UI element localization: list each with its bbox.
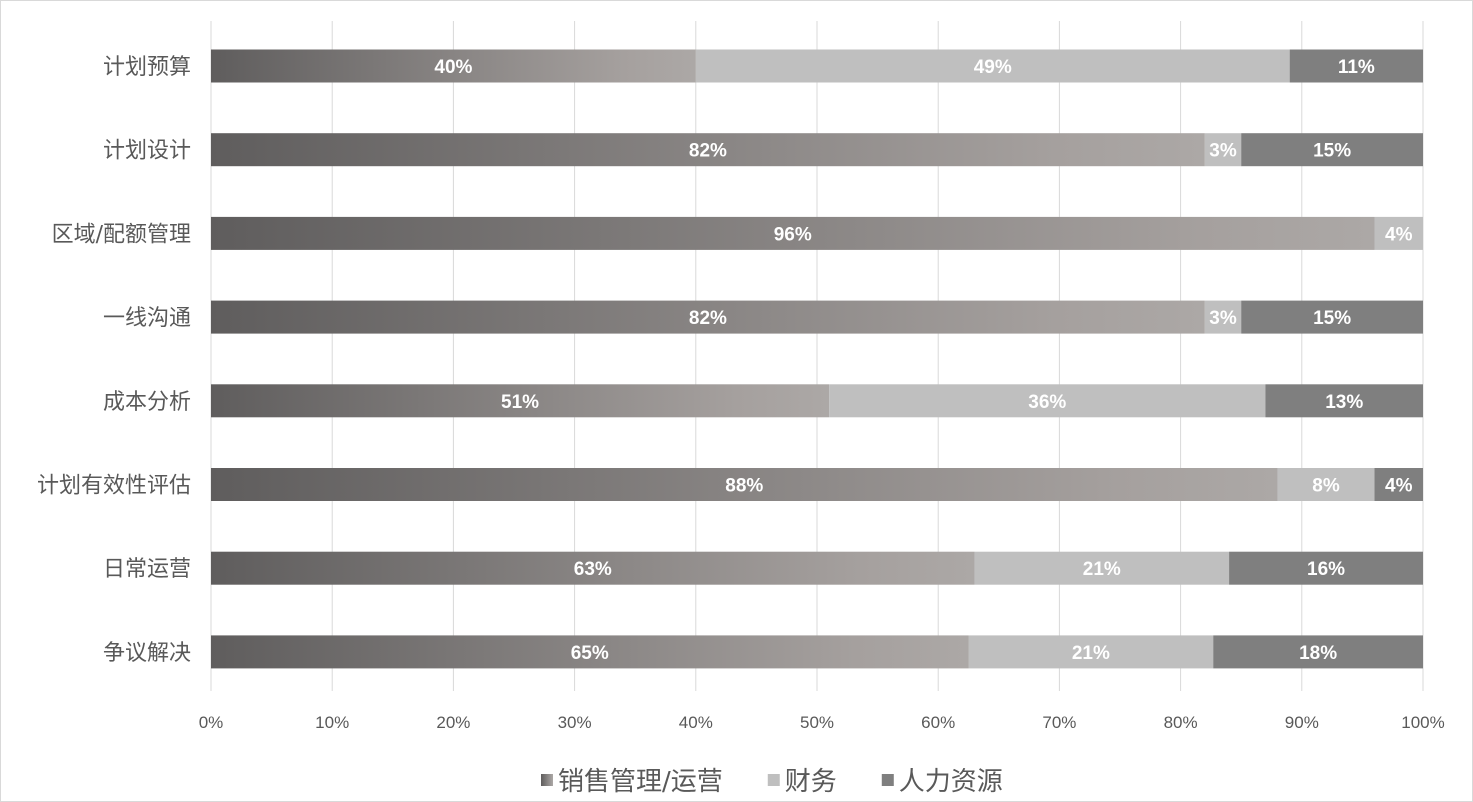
x-tick-label: 60%: [921, 713, 955, 732]
bar-segment: [695, 49, 1290, 83]
data-label: 13%: [1325, 392, 1363, 413]
category-label: 日常运营: [103, 557, 191, 582]
bar-segment: [829, 384, 1266, 418]
data-label: 88%: [725, 476, 763, 497]
x-tick-label: 100%: [1401, 713, 1444, 732]
bar-segment: [1374, 468, 1423, 501]
bar-segment: [211, 300, 1205, 334]
legend-label: 财务: [785, 767, 837, 797]
bar-segment: [211, 133, 1205, 167]
data-label: 36%: [1028, 392, 1066, 413]
data-label: 4%: [1385, 476, 1413, 497]
legend-swatch: [541, 774, 553, 786]
x-tick-label: 90%: [1285, 713, 1319, 732]
bar-segment: [968, 635, 1214, 669]
data-label: 96%: [774, 224, 812, 245]
data-label: 8%: [1312, 476, 1340, 497]
legend-label: 销售管理/运营: [558, 767, 723, 797]
bar-segment: [211, 216, 1375, 250]
data-label: 65%: [571, 643, 609, 664]
bar-segment: [211, 635, 969, 669]
data-label: 21%: [1072, 643, 1110, 664]
bar-segment: [1229, 551, 1423, 585]
data-label: 51%: [501, 392, 539, 413]
bar-segment: [211, 49, 696, 83]
data-label: 4%: [1385, 224, 1413, 245]
data-label: 40%: [434, 57, 472, 78]
x-tick-label: 10%: [315, 713, 349, 732]
category-label: 一线沟通: [103, 306, 191, 331]
x-tick-label: 70%: [1042, 713, 1076, 732]
x-tick-label: 80%: [1164, 713, 1198, 732]
bar-segment: [1241, 133, 1423, 167]
legend-swatch: [881, 774, 894, 786]
category-label: 成本分析: [103, 390, 191, 415]
x-tick-label: 30%: [558, 713, 592, 732]
bar-segment: [211, 468, 1278, 501]
x-tick-label: 50%: [800, 713, 834, 732]
data-label: 21%: [1083, 559, 1121, 580]
legend-label: 人力资源: [899, 767, 1003, 797]
bar-segment: [1374, 216, 1423, 250]
category-label: 区域/配额管理: [52, 222, 191, 247]
data-label: 16%: [1307, 559, 1345, 580]
data-label: 3%: [1209, 308, 1237, 329]
bar-segment: [974, 551, 1230, 585]
category-label: 计划设计: [103, 139, 191, 164]
data-label: 3%: [1209, 141, 1237, 162]
bar-segment: [1204, 133, 1242, 167]
bar-segment: [1289, 49, 1423, 83]
data-label: 15%: [1313, 141, 1351, 162]
data-label: 11%: [1338, 57, 1375, 78]
bar-segment: [1265, 384, 1423, 418]
x-tick-label: 20%: [436, 713, 470, 732]
category-label: 计划有效性评估: [37, 474, 191, 499]
data-label: 15%: [1313, 308, 1351, 329]
data-label: 82%: [689, 141, 727, 162]
bar-segment: [211, 551, 975, 585]
category-label: 计划预算: [103, 55, 191, 80]
category-label: 争议解决: [103, 641, 191, 666]
data-label: 82%: [689, 308, 727, 329]
bar-segment: [1277, 468, 1375, 501]
bar-segment: [1204, 300, 1242, 334]
bar-segment: [211, 384, 830, 418]
bar-segment: [1213, 635, 1423, 669]
data-label: 49%: [974, 57, 1012, 78]
bar-segment: [1241, 300, 1423, 334]
legend-swatch: [767, 774, 780, 786]
data-label: 18%: [1299, 643, 1337, 664]
x-tick-label: 0%: [199, 713, 224, 732]
data-label: 63%: [574, 559, 612, 580]
x-tick-label: 40%: [679, 713, 713, 732]
